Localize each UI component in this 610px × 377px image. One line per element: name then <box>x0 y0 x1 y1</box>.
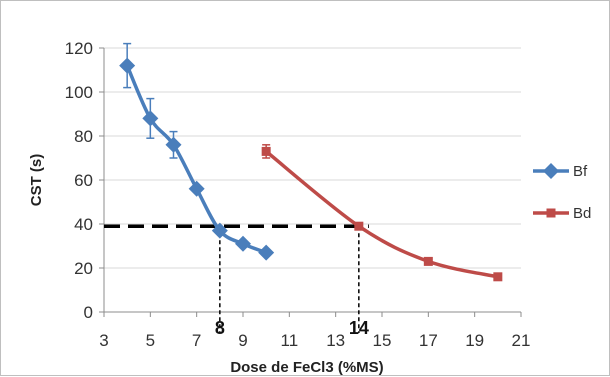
data-point <box>354 221 364 231</box>
x-tick-label: 5 <box>146 331 155 350</box>
legend-label: Bd <box>573 205 591 222</box>
legend-item-bd: Bd <box>533 205 591 222</box>
data-point <box>165 136 182 153</box>
series-bf <box>119 42 275 261</box>
grid-layer <box>104 47 521 269</box>
y-tick-label: 20 <box>74 259 93 278</box>
x-tick-label: 15 <box>373 331 392 350</box>
data-point <box>188 180 205 197</box>
y-tick-label: 80 <box>74 127 93 146</box>
legend-label: Bf <box>573 163 588 180</box>
x-tick-label: 21 <box>512 331 531 350</box>
x-tick-label: 3 <box>99 331 108 350</box>
data-point <box>235 235 251 252</box>
legend-swatch-marker <box>543 163 559 179</box>
x-tick-label: 11 <box>281 331 299 350</box>
annotation-layer: 8 14 <box>104 224 369 338</box>
legend: Bf Bd <box>533 163 591 222</box>
x-tick-label: 19 <box>465 331 484 350</box>
y-tick-label: 100 <box>65 83 93 102</box>
y-tick-label: 120 <box>65 39 93 58</box>
x-tick-label: 9 <box>238 331 247 350</box>
series-line <box>125 63 268 255</box>
data-point <box>261 146 271 156</box>
data-point <box>258 244 275 261</box>
dose-marker-label: 8 <box>215 318 225 338</box>
axes-layer: 0 20 40 60 80 100 120 3 5 7 9 11 13 15 17 19 21 <box>65 39 531 350</box>
data-point <box>493 272 503 282</box>
series-line <box>264 149 500 279</box>
legend-item-bf: Bf <box>533 163 588 180</box>
x-tick-label: 17 <box>419 331 438 350</box>
data-point <box>423 256 433 266</box>
series-bd <box>261 144 503 282</box>
data-point <box>211 222 228 239</box>
y-tick-label: 0 <box>84 303 93 322</box>
y-tick-label: 60 <box>74 171 93 190</box>
data-point <box>119 57 136 74</box>
series-layer <box>119 42 503 282</box>
data-point <box>142 110 159 127</box>
x-axis-title: Dose de FeCl3 (%MS) <box>230 359 383 376</box>
legend-swatch-marker <box>546 208 556 218</box>
x-tick-label: 7 <box>192 331 201 350</box>
x-tick-label: 13 <box>326 331 345 350</box>
y-tick-label: 40 <box>74 215 93 234</box>
y-axis-title: CST (s) <box>28 154 45 207</box>
dose-marker-label: 14 <box>349 318 369 338</box>
